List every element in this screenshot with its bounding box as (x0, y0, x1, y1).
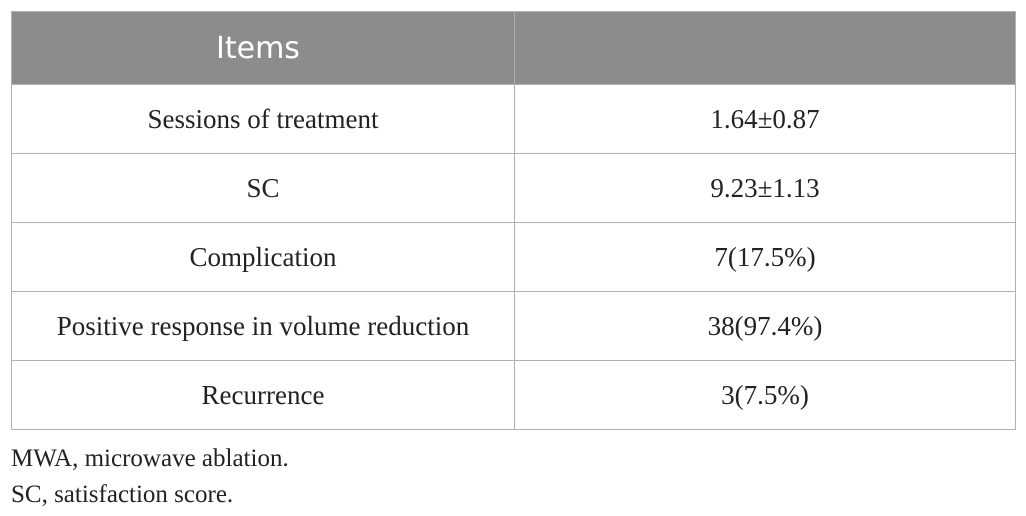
footnote-sc: SC, satisfaction score. (11, 481, 234, 508)
results-table: Items Sessions of treatment 1.64±0.87 SC… (11, 11, 1016, 430)
row-value: 1.64±0.87 (514, 84, 1016, 154)
row-label: Positive response in volume reduction (11, 291, 515, 361)
header-value (514, 11, 1016, 85)
row-label: SC (11, 153, 515, 223)
table-header-row: Items (11, 11, 1016, 85)
table-row: Positive response in volume reduction 38… (11, 291, 1016, 361)
table-row: Recurrence 3(7.5%) (11, 360, 1016, 430)
row-label: Sessions of treatment (11, 84, 515, 154)
row-label: Recurrence (11, 360, 515, 430)
table-row: Sessions of treatment 1.64±0.87 (11, 84, 1016, 154)
row-value: 3(7.5%) (514, 360, 1016, 430)
table-footnotes: MWA, microwave ablation. SC, satisfactio… (11, 441, 289, 513)
table-row: SC 9.23±1.13 (11, 153, 1016, 223)
row-value: 9.23±1.13 (514, 153, 1016, 223)
results-table-container: Items Sessions of treatment 1.64±0.87 SC… (11, 11, 1016, 430)
row-value: 38(97.4%) (514, 291, 1016, 361)
table-row: Complication 7(17.5%) (11, 222, 1016, 292)
header-items: Items (11, 11, 515, 85)
row-label: Complication (11, 222, 515, 292)
row-value: 7(17.5%) (514, 222, 1016, 292)
footnote-mwa: MWA, microwave ablation. (11, 445, 289, 472)
